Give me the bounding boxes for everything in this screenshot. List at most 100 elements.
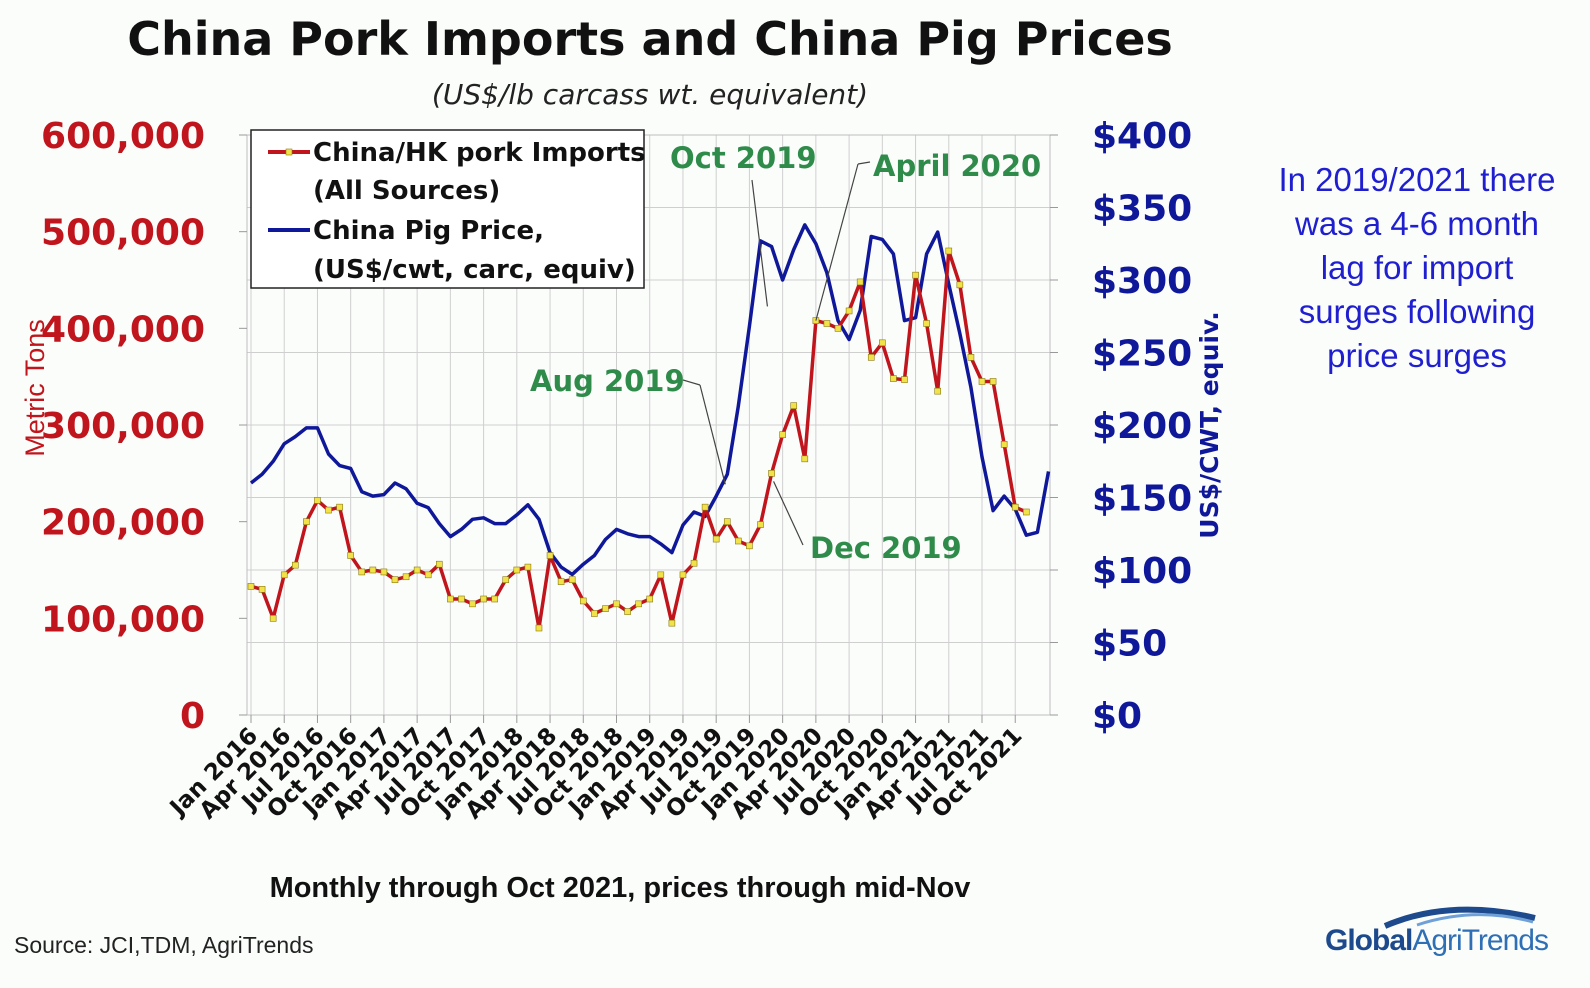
annotation-leader: [857, 161, 871, 165]
imports-point: [1011, 503, 1019, 511]
imports-point: [458, 595, 465, 603]
imports-point: [524, 563, 532, 571]
legend-imports-label: China/HK pork Imports: [313, 138, 646, 168]
imports-point: [502, 576, 510, 583]
imports-point: [413, 566, 421, 574]
left-tick-label: 400,000: [41, 309, 205, 350]
imports-point: [856, 278, 864, 286]
imports-point: [568, 576, 576, 583]
right-tick-label: $0: [1092, 696, 1142, 737]
legend-box: [250, 129, 645, 289]
imports-point: [912, 271, 919, 279]
imports-point: [746, 542, 753, 550]
right-tick-label: $350: [1092, 189, 1192, 230]
left-tick-label: 300,000: [41, 406, 205, 447]
global-agritrends-logo: GlobalAgriTrends: [1325, 900, 1575, 970]
imports-point: [280, 571, 288, 579]
legend: China/HK pork Imports (All Sources) China …: [250, 129, 646, 289]
imports-point: [712, 535, 720, 543]
imports-point: [757, 521, 764, 528]
imports-point: [845, 307, 853, 315]
imports-point: [834, 325, 842, 332]
imports-point: [435, 560, 443, 568]
imports-point: [602, 605, 609, 612]
left-axis-title: Metric Tons: [20, 319, 50, 457]
annotation-leader: [751, 179, 769, 307]
imports-point: [579, 597, 587, 605]
annotation-leader: [682, 379, 701, 386]
imports-point: [591, 610, 598, 617]
chart-subtitle: (US$/lb carcass wt. equivalent): [431, 78, 869, 111]
imports-point: [890, 375, 897, 382]
right-tick-label: $300: [1092, 261, 1192, 302]
annotation-leader: [773, 481, 804, 546]
imports-point: [701, 503, 709, 511]
legend-imports-label-2: (All Sources): [313, 176, 500, 206]
right-tick-label: $150: [1092, 479, 1192, 520]
left-tick-label: 0: [180, 696, 205, 737]
imports-point: [978, 378, 986, 385]
imports-point: [314, 497, 321, 504]
imports-point: [546, 552, 554, 559]
price-series-line: [249, 223, 1051, 577]
imports-point: [1000, 441, 1008, 448]
imports-point: [923, 320, 930, 327]
imports-point: [646, 595, 654, 603]
imports-point: [269, 615, 277, 622]
imports-point: [447, 595, 454, 603]
imports-point: [336, 503, 343, 511]
right-tick-label: $200: [1092, 406, 1192, 447]
imports-point: [657, 571, 665, 579]
imports-point: [491, 595, 498, 603]
left-tick-label: 600,000: [41, 116, 205, 157]
legend-price-label: China Pig Price,: [313, 216, 544, 246]
imports-point: [690, 559, 698, 567]
imports-point: [945, 247, 953, 255]
imports-point: [258, 586, 266, 593]
imports-series-line: [250, 249, 1027, 630]
imports-point: [513, 566, 521, 574]
annotation-april-2020: April 2020: [873, 149, 1041, 183]
series: [247, 223, 1051, 632]
imports-point: [358, 568, 366, 576]
imports-point: [480, 595, 487, 603]
legend-imports-marker: [285, 148, 293, 156]
imports-point: [613, 600, 620, 608]
imports-point: [867, 354, 875, 361]
right-tick-label: $250: [1092, 334, 1192, 375]
imports-point: [424, 571, 432, 579]
annotation-aug-2019: Aug 2019: [530, 364, 685, 398]
legend-price-label-2: (US$/cwt, carc, equiv): [313, 255, 636, 285]
imports-point: [347, 552, 354, 559]
imports-point: [402, 573, 410, 581]
imports-point: [391, 576, 399, 583]
imports-point: [823, 320, 831, 327]
imports-point: [790, 402, 798, 409]
imports-point: [535, 624, 543, 632]
imports-point: [303, 518, 310, 525]
annotation-leader: [815, 163, 859, 321]
annotation-dec-2019: Dec 2019: [810, 531, 962, 565]
imports-point: [779, 431, 786, 438]
logo-text: GlobalAgriTrends: [1325, 924, 1549, 957]
side-note: In 2019/2021 there was a 4-6 month lag f…: [1278, 161, 1556, 374]
left-tick-label: 500,000: [41, 213, 205, 254]
imports-point: [967, 354, 975, 361]
source-note: Source: JCI,TDM, AgriTrends: [14, 932, 314, 958]
annotation-leader: [699, 384, 726, 485]
imports-point: [679, 571, 687, 579]
imports-point: [934, 387, 942, 395]
imports-point: [956, 281, 964, 289]
imports-point: [723, 518, 731, 525]
imports-point: [989, 378, 997, 385]
right-tick-label: $100: [1092, 551, 1192, 592]
right-tick-label: $400: [1092, 116, 1192, 157]
right-tick-label: $50: [1092, 624, 1167, 665]
imports-point: [624, 608, 631, 615]
imports-point: [380, 568, 388, 576]
imports-point: [901, 376, 908, 383]
imports-point: [369, 566, 377, 574]
imports-point: [325, 506, 332, 514]
